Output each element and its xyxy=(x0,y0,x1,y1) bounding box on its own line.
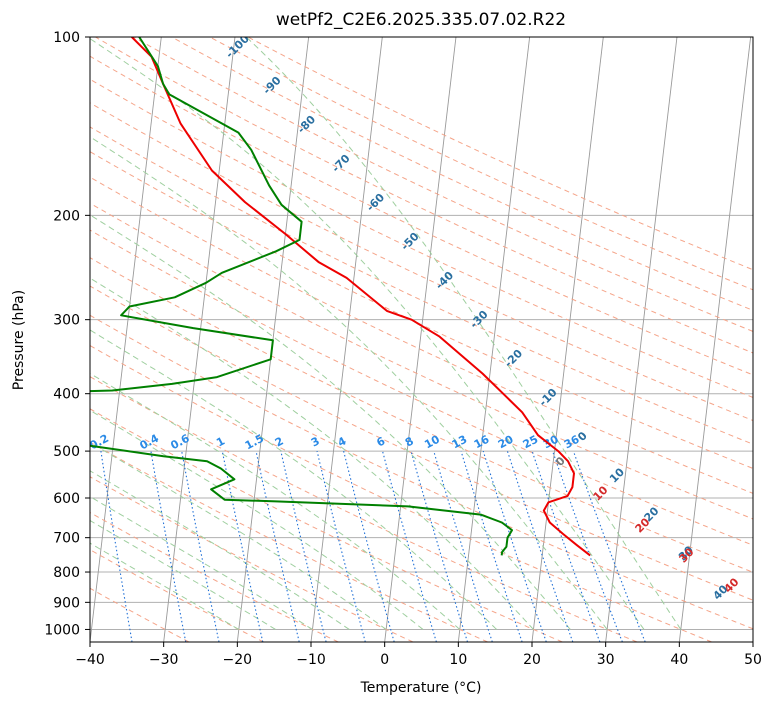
y-tick-label: 800 xyxy=(53,565,80,581)
dry-adiabats xyxy=(90,37,753,642)
mixing-ratio-line xyxy=(255,450,300,642)
mixing-ratio-label: 20 xyxy=(496,432,516,451)
dewpoint-profile-line xyxy=(90,37,513,556)
mixing-ratio-label: 25 xyxy=(521,433,541,452)
dry-adiabat xyxy=(90,441,488,642)
chart-title: wetPf2_C2E6.2025.335.07.02.R22 xyxy=(276,10,566,30)
y-tick-label: 1000 xyxy=(44,622,80,638)
dry-adiabat xyxy=(90,151,753,469)
mixing-ratio-line xyxy=(381,450,437,642)
isotherm-lines xyxy=(16,37,753,642)
x-tick-label: −40 xyxy=(75,652,105,668)
dry-adiabat xyxy=(90,176,753,494)
isotherm-line xyxy=(605,37,678,642)
dry-adiabat xyxy=(90,257,753,573)
x-tick-label: 20 xyxy=(523,652,541,668)
pressure-gridlines xyxy=(90,37,753,630)
mixing-ratio-line xyxy=(572,450,646,642)
mixing-ratio-line xyxy=(181,451,220,642)
x-tick-label: 0 xyxy=(380,652,389,668)
moist-adiabat xyxy=(90,38,645,630)
mixing-ratio-line xyxy=(482,450,547,642)
moist-adiabats xyxy=(90,37,682,630)
moist-adiabat xyxy=(90,277,534,630)
isotherm-line xyxy=(531,37,604,642)
moist-adiabat xyxy=(90,519,276,630)
y-tick-label: 400 xyxy=(53,387,80,403)
y-tick-label: 300 xyxy=(53,313,80,329)
x-tick-label: −10 xyxy=(296,652,326,668)
mixing-ratio-line xyxy=(531,450,601,642)
moist-adiabat xyxy=(90,542,240,630)
moist-adiabat xyxy=(90,372,461,630)
y-tick-label: 100 xyxy=(53,30,80,46)
x-tick-label: 30 xyxy=(597,652,615,668)
dry-adiabat xyxy=(90,511,339,642)
dry-adiabat xyxy=(90,376,638,642)
x-tick-label: 50 xyxy=(744,652,762,668)
sounding-series xyxy=(90,37,591,557)
dry-adiabat xyxy=(90,55,753,376)
isotherm-line xyxy=(310,37,383,642)
mixing-ratio-line xyxy=(460,450,523,642)
moist-adiabat xyxy=(90,441,387,630)
dry-adiabat xyxy=(90,202,753,520)
plot-background xyxy=(90,37,753,642)
moist-adiabat xyxy=(90,136,608,630)
y-tick-label: 500 xyxy=(53,444,80,460)
x-tick-label: −20 xyxy=(223,652,253,668)
mixing-ratio-line xyxy=(316,450,366,642)
y-axis-ticks: 100 200 300 400 500 600 700 800 900 1000 xyxy=(44,30,90,638)
mixing-ratio-label: 10 xyxy=(422,433,442,452)
y-axis-label: Pressure (hPa) xyxy=(11,290,27,390)
isotherm-line xyxy=(163,37,236,642)
x-tick-label: 40 xyxy=(670,652,688,668)
mixing-ratio-line xyxy=(280,450,327,642)
x-tick-label: 10 xyxy=(449,652,467,668)
dry-adiabat xyxy=(90,408,563,642)
dry-adiabat xyxy=(90,549,264,642)
mixing-ratio-line xyxy=(506,450,574,642)
moist-adiabat xyxy=(90,409,424,630)
x-axis-label: Temperature (°C) xyxy=(360,680,482,696)
mixing-ratio-line xyxy=(343,450,395,642)
moist-adiabat xyxy=(90,470,350,630)
temperature-profile-line xyxy=(131,37,591,557)
dry-adiabat xyxy=(90,285,753,601)
isotherm-line xyxy=(457,37,531,642)
dry-adiabat xyxy=(90,344,712,642)
y-tick-label: 700 xyxy=(53,531,80,547)
moist-adiabat xyxy=(245,37,682,630)
moist-adiabat xyxy=(90,329,497,630)
x-tick-label: −30 xyxy=(149,652,179,668)
y-tick-label: 900 xyxy=(53,595,80,611)
mixing-ratio-line xyxy=(410,450,469,642)
mixing-ratio-label: 16 xyxy=(472,433,492,452)
y-tick-label: 200 xyxy=(53,208,80,224)
mixing-ratio-label: 13 xyxy=(450,433,470,452)
x-axis-ticks: −40 −30 −20 −10 0 10 20 30 40 50 xyxy=(75,642,762,668)
dry-adiabat xyxy=(171,37,753,311)
mixing-ratio-line xyxy=(433,450,493,642)
isotherm-line xyxy=(384,37,457,642)
isotherm-line xyxy=(16,37,87,642)
isotherm-line xyxy=(90,37,162,642)
mixing-ratio-lines xyxy=(100,450,646,642)
isotherm-line xyxy=(678,37,752,642)
mixing-ratio-line xyxy=(221,450,264,642)
mixing-ratio-label: 36 xyxy=(562,433,582,452)
y-tick-label: 600 xyxy=(53,491,80,507)
isotherm-line xyxy=(752,638,753,642)
plot-frame xyxy=(89,36,754,643)
mixing-ratio-label: 30 xyxy=(541,432,561,451)
dry-adiabat xyxy=(90,102,753,422)
moist-adiabat xyxy=(90,214,571,630)
